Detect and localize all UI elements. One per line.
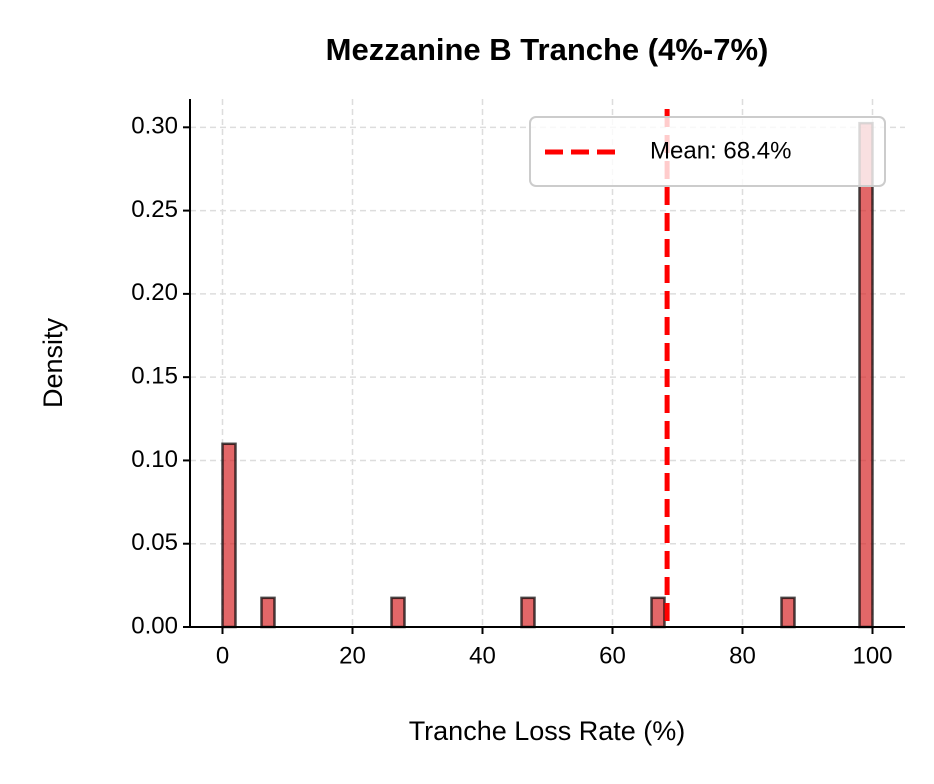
x-tick-label: 60 [599, 642, 626, 669]
y-axis-label: Density [38, 317, 68, 408]
x-tick-label: 40 [469, 642, 496, 669]
bar [260, 596, 276, 629]
y-tick-label: 0.25 [131, 196, 178, 223]
y-tick-label: 0.20 [131, 279, 178, 306]
x-tick-label: 0 [216, 642, 229, 669]
y-tick-label: 0.05 [131, 529, 178, 556]
bar [858, 121, 874, 629]
chart-title: Mezzanine B Tranche (4%-7%) [326, 32, 769, 67]
x-axis-label: Tranche Loss Rate (%) [409, 716, 686, 746]
legend-label: Mean: 68.4% [650, 137, 791, 164]
bar [390, 596, 406, 629]
y-tick-label: 0.10 [131, 446, 178, 473]
x-tick-label: 20 [339, 642, 366, 669]
bar [221, 442, 237, 629]
legend-box [529, 116, 886, 187]
y-tick-label: 0.30 [131, 113, 178, 140]
x-tick-label: 100 [852, 642, 892, 669]
x-tick-label: 80 [729, 642, 756, 669]
bar [780, 596, 796, 629]
y-tick-label: 0.00 [131, 612, 178, 639]
y-tick-label: 0.15 [131, 363, 178, 390]
bar [650, 596, 666, 629]
bar [520, 596, 536, 629]
